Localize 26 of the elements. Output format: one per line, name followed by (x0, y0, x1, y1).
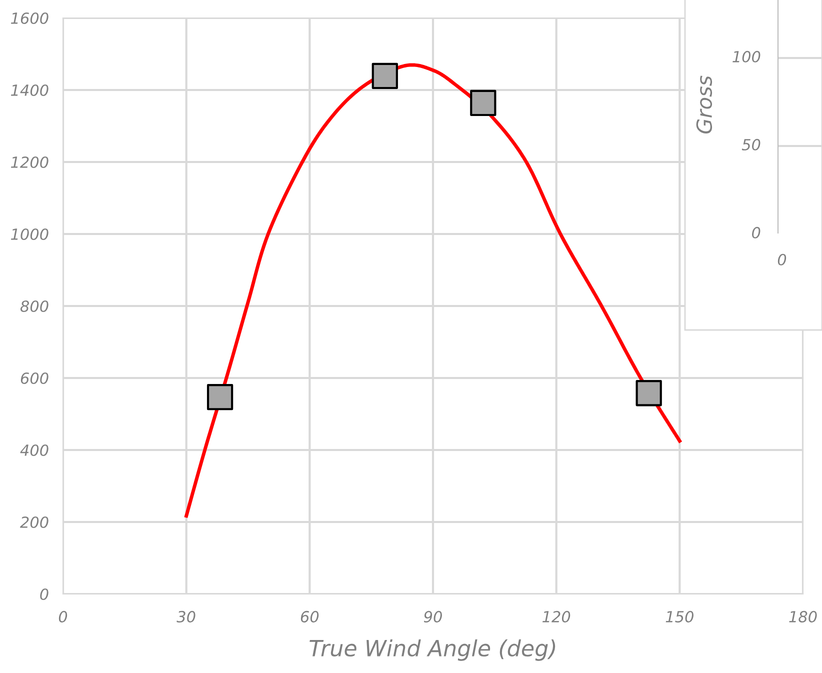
y-tick-label: 600 (20, 372, 48, 384)
annotation: 0 (752, 226, 760, 238)
point (470, 90, 496, 116)
text: Gross (696, 76, 712, 134)
y-tick-label: 200 (20, 516, 48, 528)
y-tick-label: 1200 (10, 156, 48, 168)
x-tick-label: 180 (789, 610, 817, 622)
y-tick-label: 1600 (10, 12, 48, 24)
y-tick-label: 1000 (10, 228, 48, 240)
x-tick-label: 60 (300, 610, 319, 622)
annotation: 100 (732, 50, 760, 62)
y-tick-label: 0 (40, 588, 48, 600)
annotation: 50 (742, 138, 760, 150)
point (372, 62, 398, 90)
point (206, 384, 234, 410)
y-tick-label: 400 (20, 444, 48, 456)
y-tick-label: 1400 (10, 84, 48, 96)
y-tick-label: 800 (20, 300, 48, 312)
x-tick-label: 0 (58, 610, 68, 622)
annotation: 0 (778, 254, 786, 266)
x-tick-label: 120 (542, 610, 570, 622)
x-tick-label: 30 (176, 610, 196, 622)
x-axis-title: True Wind Angle (deg) (310, 639, 556, 661)
x-tick-label: 150 (666, 610, 694, 622)
point (636, 380, 662, 406)
x-tick-label: 90 (424, 610, 442, 622)
